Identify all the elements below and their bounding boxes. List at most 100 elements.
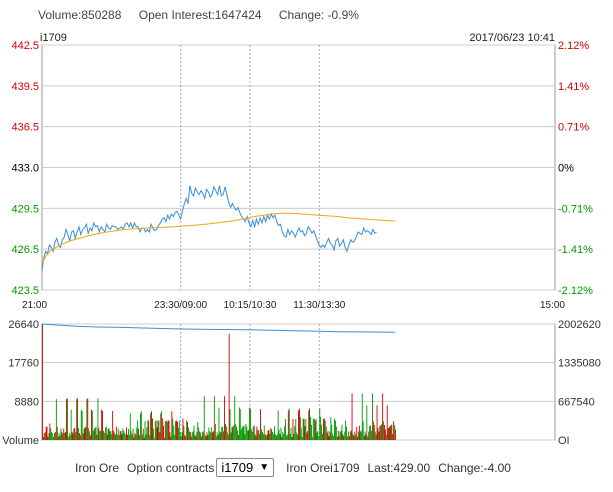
dropdown-arrow-icon: ▼: [259, 462, 270, 473]
open-interest-line: [41, 323, 396, 333]
volume-bar: [334, 418, 335, 440]
time-tick-label: 21:00: [22, 300, 47, 311]
volume-bar: [206, 432, 208, 440]
price-line: [41, 185, 377, 271]
price-change: Change:-4.00: [438, 460, 511, 475]
volume-bar: [87, 398, 89, 440]
price-panel: 442.5 2.12% 439.5 1.41% 436.5 0.71% 433.0 0% 429…: [11, 40, 593, 311]
volume-bar: [111, 434, 113, 440]
volume-bar: [250, 429, 252, 440]
volume-bar: [233, 425, 235, 440]
volume-bar: [339, 431, 341, 440]
volume-bar: [272, 431, 274, 440]
option-contracts-label: Option contracts: [127, 460, 215, 475]
volume-tick-label: Volume: [2, 435, 39, 447]
volume-bar: [95, 426, 97, 440]
volume-bar: [249, 407, 250, 440]
volume-bar: [221, 427, 223, 440]
volume-bar: [311, 424, 312, 440]
volume-bar: [164, 437, 165, 440]
volume-bar: [66, 399, 67, 440]
volume-bar: [297, 434, 298, 440]
price-tick-label: 439.5: [11, 81, 39, 93]
volume-bar: [275, 435, 277, 440]
volume-bar: [296, 432, 298, 440]
volume-bar: [215, 436, 217, 440]
volume-bar: [191, 432, 193, 440]
volume-bar: [141, 434, 143, 440]
volume-bar: [80, 409, 82, 440]
time-tick-label: 23:30/09:00: [154, 300, 207, 311]
volume-bar: [384, 425, 385, 440]
volume-bar: [175, 421, 176, 440]
volume-bar: [268, 430, 270, 440]
volume-bar: [285, 419, 286, 440]
volume-bar: [322, 434, 323, 440]
volume-bar: [286, 434, 288, 440]
volume-bar: [217, 435, 219, 440]
volume-bar: [192, 431, 194, 440]
volume-bar: [368, 431, 370, 440]
chart-datetime: 2017/06/23 10:41: [469, 32, 555, 44]
percent-tick-label: -2.12%: [558, 285, 593, 297]
volume-bar: [286, 435, 287, 440]
volume-bar: [317, 431, 319, 440]
volume-bar: [115, 426, 117, 440]
volume-bar: [243, 425, 245, 440]
volume-bar: [47, 436, 49, 440]
intraday-chart[interactable]: i1709 2017/06/23 10:41 442.5 2.12% 439.5 1.…: [0, 0, 613, 455]
volume-bar: [238, 407, 240, 440]
volume-bar: [240, 429, 242, 440]
volume-bar: [366, 405, 368, 440]
volume-bar: [335, 420, 336, 440]
volume-bar: [51, 431, 53, 440]
volume-bar: [93, 428, 95, 440]
volume-bar: [193, 425, 195, 440]
volume-bar: [306, 432, 308, 440]
volume-bar: [342, 434, 344, 440]
volume-bar: [53, 436, 54, 440]
volume-bar: [352, 434, 354, 440]
volume-bar: [341, 424, 343, 440]
volume-bar: [264, 434, 266, 440]
volume-bar: [395, 429, 396, 440]
contract-select[interactable]: i1709 ▼: [216, 458, 275, 477]
volume-bar: [150, 413, 151, 440]
volume-bar: [379, 425, 381, 440]
volume-bar: [189, 431, 190, 440]
volume-bar: [331, 424, 333, 440]
volume-bar: [97, 398, 99, 440]
volume-bar: [114, 432, 115, 440]
percent-tick-label: 2.12%: [558, 40, 589, 52]
volume-bar: [360, 431, 361, 440]
volume-bar: [76, 399, 78, 440]
volume-bar: [99, 431, 101, 440]
change-readout: Change: -0.9%: [278, 8, 359, 22]
volume-bar: [246, 426, 248, 440]
volume-bar: [358, 431, 359, 440]
percent-tick-label: 0%: [558, 163, 574, 175]
volume-bar: [383, 421, 384, 440]
volume-bar: [219, 431, 221, 440]
volume-bar: [382, 393, 384, 440]
oi-tick-label: 2002620: [558, 319, 601, 331]
volume-bar: [86, 399, 88, 440]
volume-bar: [391, 424, 393, 440]
volume-bar: [282, 431, 284, 440]
volume-bar: [328, 436, 330, 440]
volume-bar: [144, 421, 146, 440]
volume-bar: [171, 411, 173, 440]
volume-bar: [172, 418, 174, 440]
volume-bar: [386, 405, 388, 440]
volume-bar: [271, 429, 273, 440]
volume-bar: [166, 422, 168, 440]
volume-tick-label: 8880: [15, 396, 39, 408]
volume-bar: [308, 410, 310, 440]
volume-bar: [332, 434, 334, 440]
volume-bar: [91, 411, 93, 440]
volume-bar: [173, 425, 175, 440]
volume-bar: [113, 430, 115, 440]
volume-bar: [261, 429, 262, 440]
volume-bar: [52, 433, 54, 440]
volume-bar: [152, 428, 154, 440]
